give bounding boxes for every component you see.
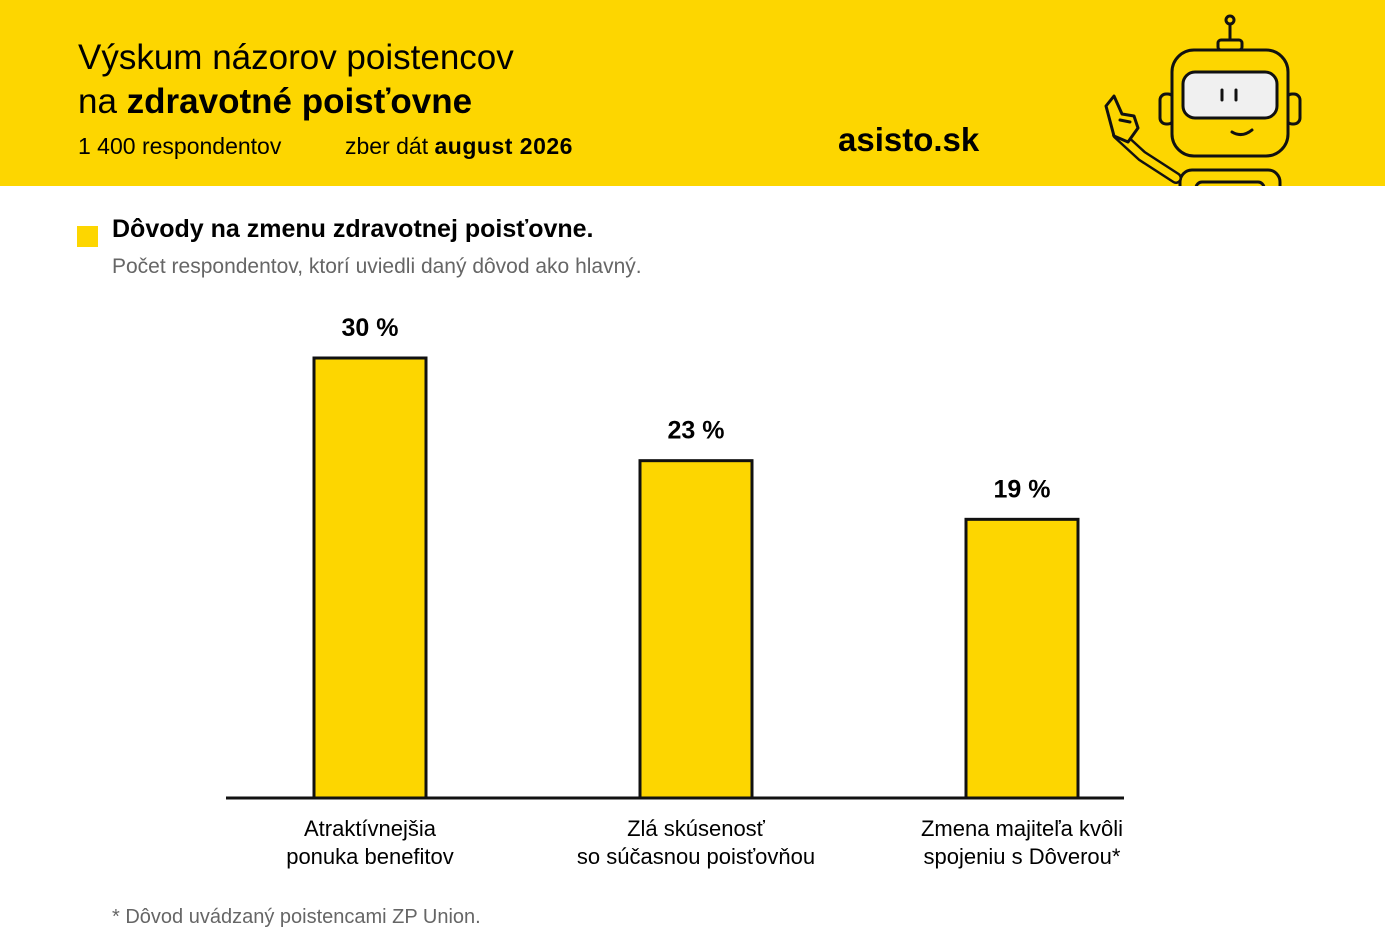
category-label-1-line-1: Atraktívnejšia: [304, 816, 437, 841]
chart-title: Dôvody na zmenu zdravotnej poisťovne.: [112, 215, 594, 243]
section-marker: [77, 226, 98, 247]
category-label-2-line-1: Zlá skúsenosť: [627, 816, 766, 841]
header-banner: Výskum názorov poistencov na zdravotné p…: [0, 0, 1385, 186]
data-label-3: 19 %: [994, 475, 1051, 503]
brand-logo-text[interactable]: asisto.sk: [838, 121, 980, 158]
collection-prefix: zber dát: [345, 133, 435, 159]
category-label-2-line-2: so súčasnou poisťovňou: [577, 844, 815, 869]
bar-2: [638, 459, 754, 800]
title-line-2-bold: zdravotné poisťovne: [126, 82, 473, 121]
footnote: * Dôvod uvádzaný poistencami ZP Union.: [112, 906, 481, 928]
category-label-3-line-2: spojeniu s Dôverou*: [924, 844, 1121, 869]
chart-subtitle: Počet respondentov, ktorí uviedli daný d…: [112, 255, 642, 278]
respondents-count: 1 400 respondentov: [78, 133, 282, 159]
bar-chart: 30 % Atraktívnejšia ponuka benefitov 23 % Zl…: [226, 314, 1124, 869]
data-label-2: 23 %: [668, 417, 725, 445]
collection-date-value: august 2026: [434, 133, 573, 159]
category-label-1-line-2: ponuka benefitov: [286, 844, 454, 869]
robot-mascot-icon: [1104, 14, 1302, 186]
report-title: Výskum názorov poistencov na zdravotné p…: [78, 36, 514, 124]
category-label-3-line-1: Zmena majiteľa kvôli: [921, 816, 1123, 841]
bar-3: [964, 517, 1080, 800]
bar-1: [312, 356, 428, 800]
title-line-1: Výskum názorov poistencov: [78, 38, 514, 77]
collection-date: zber dát august 2026: [345, 132, 573, 160]
data-label-1: 30 %: [342, 314, 399, 342]
title-line-2-prefix: na: [78, 82, 127, 121]
